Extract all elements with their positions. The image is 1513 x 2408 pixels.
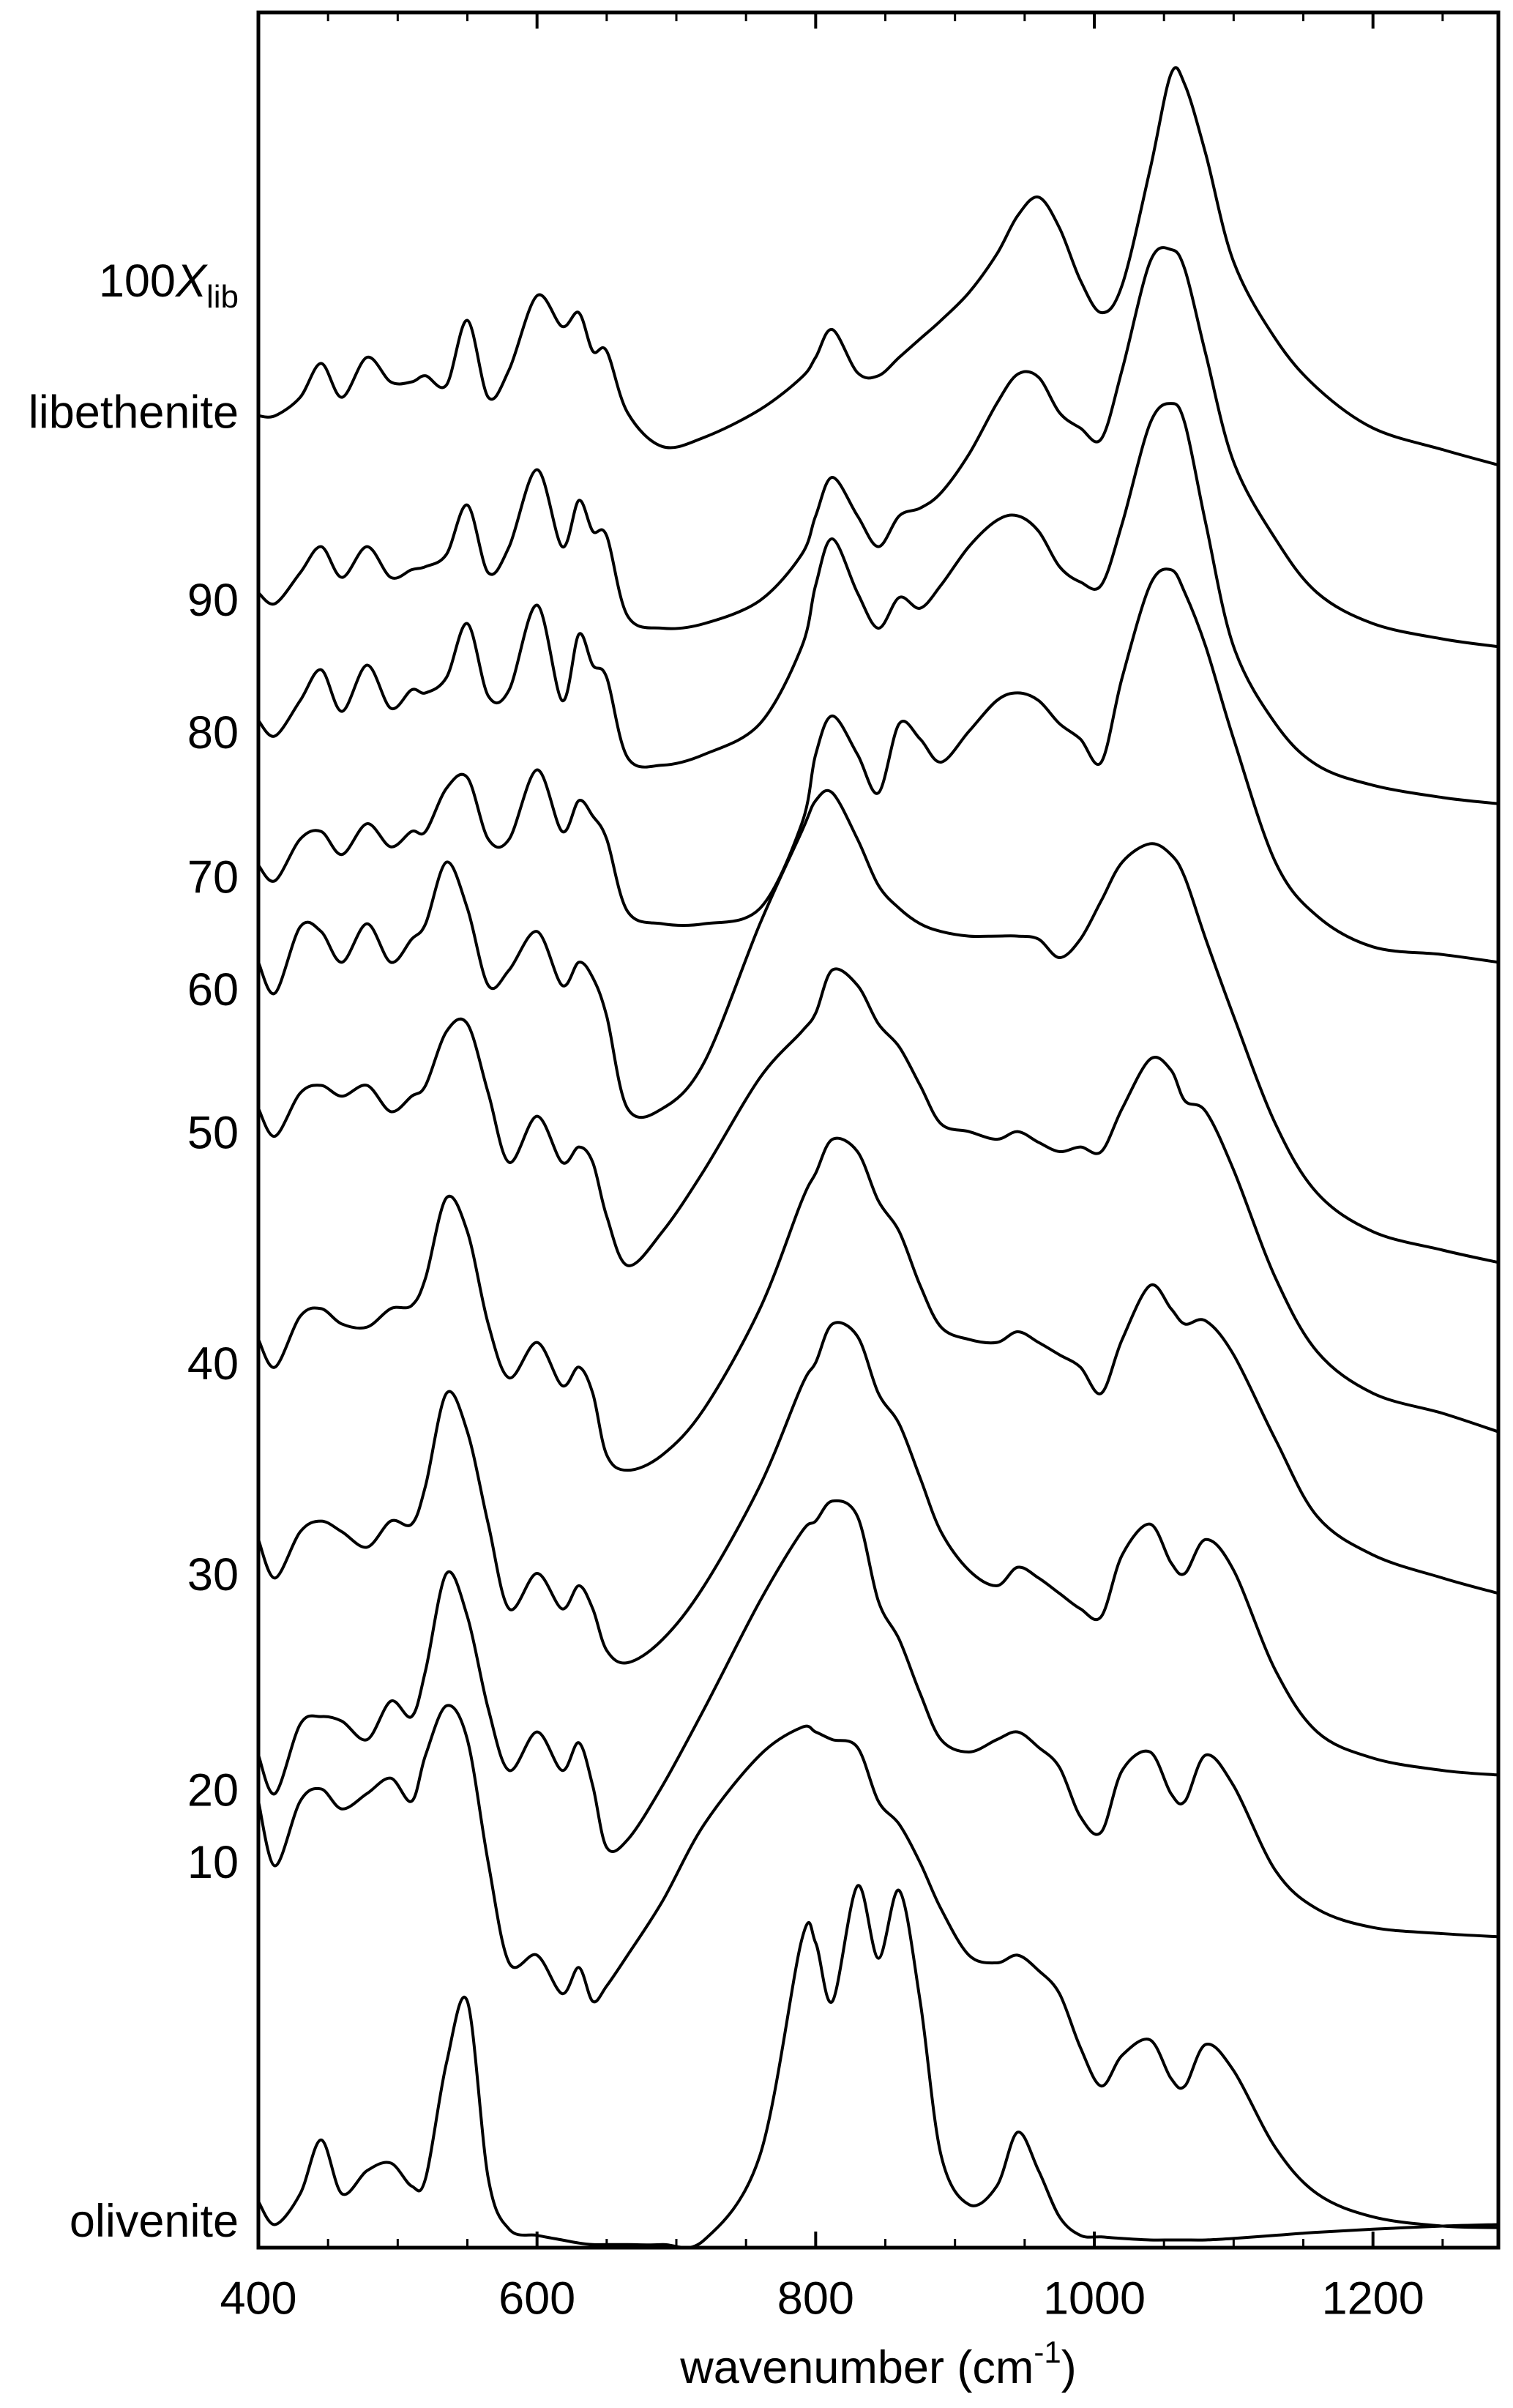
y-header-subscript: lib bbox=[206, 279, 239, 315]
x-tick-label: 1200 bbox=[1322, 2273, 1424, 2325]
x-label-suffix: ) bbox=[1061, 2342, 1077, 2393]
series-label: 50 bbox=[187, 1108, 239, 1159]
series-label: 90 bbox=[187, 575, 239, 626]
y-header-prefix: 100 bbox=[99, 256, 176, 307]
series-label: 70 bbox=[187, 852, 239, 903]
spectrum-line bbox=[258, 66, 1499, 467]
spectrum-line bbox=[257, 402, 1499, 805]
series-label: 20 bbox=[187, 1764, 239, 1816]
series-label: 80 bbox=[187, 707, 239, 758]
x-label-text: wavenumber (cm bbox=[679, 2342, 1034, 2393]
x-label-superscript: -1 bbox=[1034, 2335, 1061, 2369]
series-label: 40 bbox=[187, 1338, 239, 1390]
spectrum-line bbox=[257, 1499, 1499, 1939]
series-label: 10 bbox=[187, 1837, 239, 1888]
x-tick-label: 400 bbox=[220, 2273, 296, 2325]
spectrum-line bbox=[257, 1136, 1499, 1595]
plot-frame bbox=[256, 10, 1501, 2250]
series-label: 60 bbox=[187, 964, 239, 1015]
x-axis-label: wavenumber (cm-1) bbox=[679, 2335, 1077, 2393]
spectrum-line bbox=[257, 1321, 1499, 1777]
spectrum-line bbox=[257, 567, 1499, 964]
y-header: 100Xlib bbox=[99, 256, 239, 315]
spectrum-line bbox=[257, 1704, 1499, 2229]
x-tick-label: 800 bbox=[777, 2273, 854, 2325]
series-label: olivenite bbox=[70, 2196, 239, 2247]
series-label: libethenite bbox=[29, 387, 239, 439]
spectrum-line bbox=[257, 246, 1499, 649]
spectrum-line bbox=[257, 967, 1499, 1434]
y-header-italic: X bbox=[174, 256, 208, 307]
spectrum-line bbox=[257, 1884, 1499, 2250]
x-tick-label: 600 bbox=[498, 2273, 575, 2325]
spectrum-line bbox=[257, 789, 1499, 1264]
series-label: 30 bbox=[187, 1549, 239, 1600]
x-tick-label: 1000 bbox=[1043, 2273, 1146, 2325]
